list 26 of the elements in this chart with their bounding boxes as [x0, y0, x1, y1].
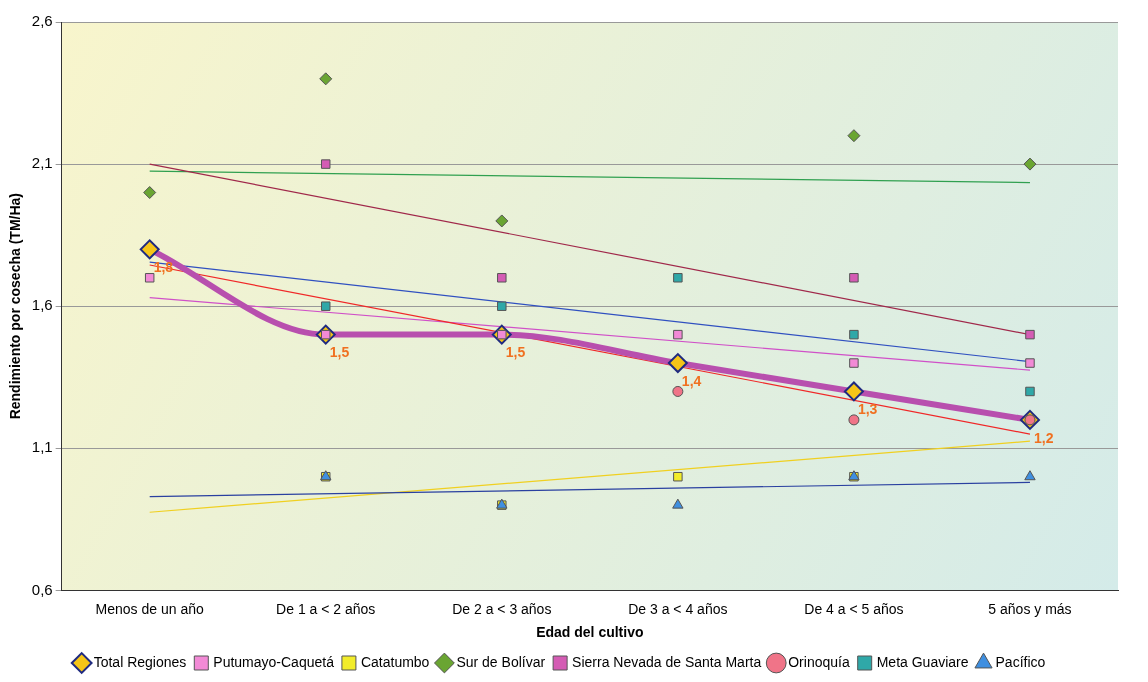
x-tick-label: 5 años y más — [988, 600, 1072, 617]
y-axis-title: Rendimiento por cosecha (TM/Ha) — [7, 193, 24, 420]
legend-label: Sur de Bolívar — [456, 653, 546, 670]
legend-label: Total Regiones — [93, 653, 187, 670]
x-axis-title: Edad del cultivo — [536, 624, 644, 641]
legend-label: Putumayo-Caquetá — [213, 653, 335, 670]
legend-label: Sierra Nevada de Santa Marta — [572, 653, 762, 670]
data-label: 1,4 — [681, 372, 702, 389]
y-tick-label: 1,1 — [31, 438, 53, 456]
legend-label: Orinoquía — [788, 653, 850, 670]
data-label: 1,5 — [329, 344, 350, 361]
x-tick-label: De 3 a < 4 años — [628, 600, 728, 617]
data-label: 1,3 — [857, 401, 878, 418]
x-tick-label: De 2 a < 3 años — [452, 600, 552, 617]
x-tick-label: Menos de un año — [95, 600, 204, 617]
legend-label: Meta Guaviare — [876, 653, 969, 670]
x-tick-label: De 1 a < 2 años — [276, 600, 376, 617]
x-tick-label: De 4 a < 5 años — [804, 600, 904, 617]
data-label: 1,2 — [1033, 429, 1054, 446]
y-tick-label: 1,6 — [31, 296, 53, 314]
y-tick-label: 2,1 — [31, 154, 53, 172]
legend-label: Pacífico — [995, 653, 1046, 670]
data-label: 1,5 — [505, 344, 526, 361]
y-tick-label: 2,6 — [31, 12, 53, 30]
y-tick-label: 0,6 — [31, 580, 53, 598]
legend-label: Catatumbo — [360, 653, 430, 670]
